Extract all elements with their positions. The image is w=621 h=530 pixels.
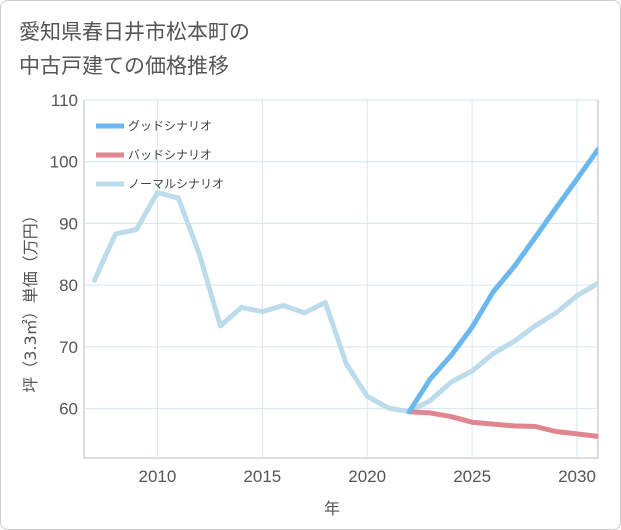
x-tick-label: 2025 [453, 467, 491, 486]
y-tick-label: 110 [51, 91, 78, 110]
x-tick-label: 2010 [139, 467, 177, 486]
y-axis-title: 坪（3.3㎡）単価（万円） [21, 207, 40, 392]
x-tick-label: 2015 [243, 467, 281, 486]
series-line-good [406, 146, 598, 415]
y-tick-label: 80 [59, 276, 78, 295]
legend-label: グッドシナリオ [128, 119, 212, 133]
x-tick-label: 2030 [558, 467, 596, 486]
x-tick-label: 2020 [348, 467, 386, 486]
x-axis-title: 年 [324, 499, 340, 518]
legend-label: ノーマルシナリオ [128, 177, 224, 191]
y-tick-label: 60 [59, 400, 78, 419]
series-line-normal [92, 190, 598, 415]
chart-title: 愛知県春日井市松本町の 中古戸建ての価格推移 [19, 20, 250, 78]
y-tick-label: 100 [50, 153, 78, 172]
y-tick-label: 90 [59, 214, 78, 233]
legend-label: バッドシナリオ [128, 148, 212, 162]
series-line-bad [406, 409, 598, 439]
y-tick-label: 70 [59, 338, 78, 357]
